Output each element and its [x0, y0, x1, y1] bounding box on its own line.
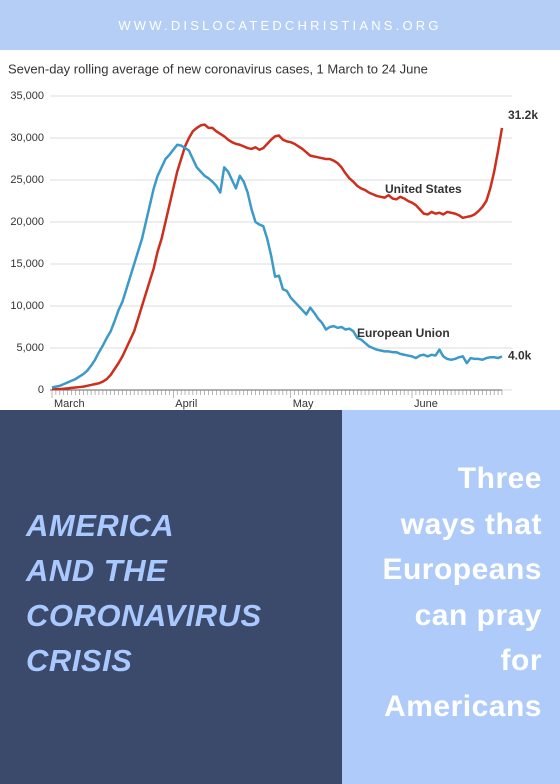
series-line — [51, 143, 503, 389]
y-tick-label: 10,000 — [10, 300, 44, 312]
x-tick-label: May — [293, 398, 314, 410]
end-label: 4.0k — [508, 349, 532, 363]
panel-text: can pray — [414, 598, 542, 632]
x-tick-label: April — [175, 398, 197, 410]
chart: Seven-day rolling average of new coronav… — [8, 61, 538, 410]
end-label: 31.2k — [508, 108, 538, 122]
left-panel: AMERICA AND THE CORONAVIRUS CRISIS — [0, 410, 342, 784]
site-url: WWW.DISLOCATEDCHRISTIANS.ORG — [0, 0, 560, 50]
x-tick-label: March — [54, 398, 85, 410]
panel-text: AMERICA — [26, 508, 175, 543]
y-tick-label: 25,000 — [10, 174, 44, 186]
panel-text: AND THE — [26, 553, 168, 588]
right-panel: Three ways that Europeans can pray for Americ… — [342, 410, 560, 784]
chart-title: Seven-day rolling average of new coronav… — [8, 61, 428, 76]
panel-text: Americans — [384, 689, 542, 723]
panel-text: CORONAVIRUS — [26, 598, 262, 633]
y-tick-label: 5,000 — [16, 342, 44, 354]
y-tick-label: 0 — [38, 384, 44, 396]
x-tick-label: June — [414, 398, 438, 410]
series-name: United States — [385, 182, 462, 196]
y-tick-label: 30,000 — [10, 132, 44, 144]
y-tick-label: 20,000 — [10, 216, 44, 228]
panel-text: CRISIS — [26, 643, 133, 678]
panel-text: Three — [457, 462, 542, 495]
panel-text: for — [500, 644, 542, 677]
y-tick-label: 35,000 — [10, 90, 44, 102]
series-name: European Union — [357, 326, 450, 340]
y-tick-label: 15,000 — [10, 258, 44, 270]
series-line — [52, 123, 504, 391]
panel-text: ways that — [400, 507, 542, 541]
panel-text: Europeans — [382, 553, 542, 586]
